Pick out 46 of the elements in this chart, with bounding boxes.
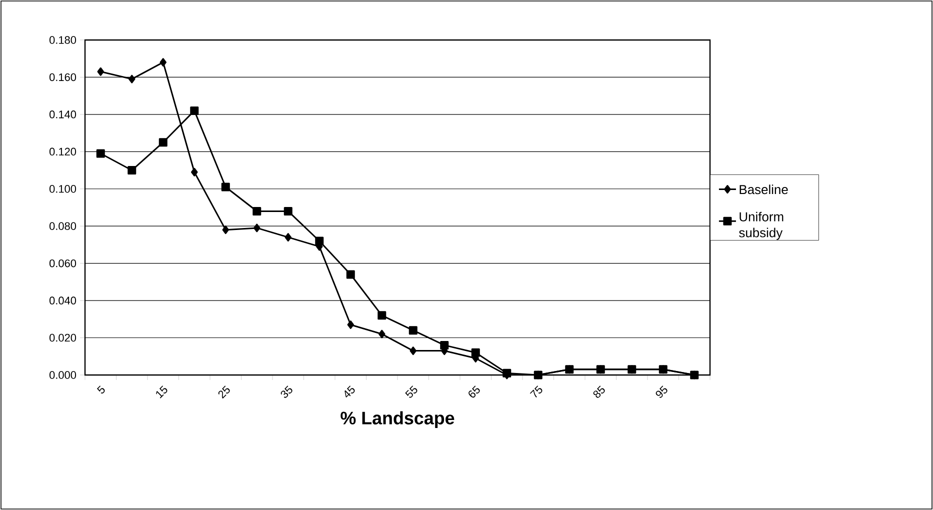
x-tick-label: 25 <box>218 386 230 399</box>
x-tick-label: 15 <box>156 386 168 398</box>
point <box>222 226 230 234</box>
point <box>128 74 136 84</box>
y-tick-label: 0.040 <box>49 296 76 304</box>
point <box>128 166 136 175</box>
y-tick-label: 0.140 <box>49 110 76 118</box>
y-tick-label: 0.120 <box>49 148 76 156</box>
legend-label: Uniform subsidy <box>739 212 784 240</box>
point <box>315 236 324 246</box>
point <box>160 58 167 67</box>
point <box>158 138 168 147</box>
y-tick-label: 0.060 <box>49 259 76 268</box>
y-tick-label: 0.000 <box>49 371 76 379</box>
y-tick-label: 0.160 <box>49 73 76 82</box>
point <box>346 270 355 279</box>
point <box>410 346 417 356</box>
x-tick-label: 55 <box>405 386 418 398</box>
point <box>96 149 105 158</box>
point <box>191 168 198 176</box>
x-tick-label: 95 <box>656 386 668 398</box>
y-tick-label: 0.180 <box>49 36 76 44</box>
y-tick-label: 0.100 <box>49 185 76 193</box>
point <box>471 348 480 357</box>
x-tick-label: 5 <box>96 386 105 394</box>
y-tick-label: 0.020 <box>49 334 76 342</box>
point <box>97 67 104 76</box>
point <box>284 233 292 242</box>
point <box>378 311 386 320</box>
x-tick-label: 65 <box>468 386 480 398</box>
point <box>254 224 260 232</box>
legend-label: Baseline <box>740 184 788 194</box>
point <box>284 206 292 216</box>
point <box>378 330 386 338</box>
y-tick-label: 0.080 <box>49 222 76 230</box>
x-tick-label: 85 <box>593 386 605 398</box>
point <box>252 206 262 216</box>
x-tick-label: 35 <box>280 386 292 398</box>
x-axis-title: % Landscape <box>340 411 454 428</box>
point <box>190 106 199 115</box>
x-tick-label: 45 <box>344 386 355 398</box>
point <box>440 340 449 350</box>
point <box>221 182 230 192</box>
x-tick-label: 75 <box>530 386 542 398</box>
point <box>408 326 418 335</box>
point <box>347 320 354 329</box>
